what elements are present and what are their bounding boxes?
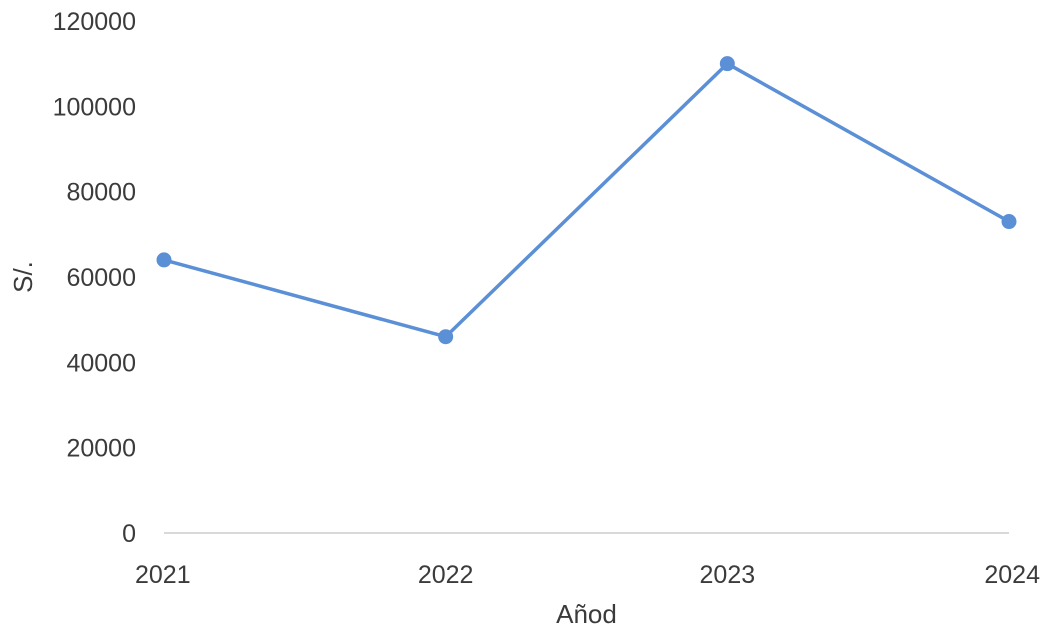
series-layer bbox=[156, 56, 1017, 345]
x-tick-label: 2024 bbox=[984, 561, 1040, 589]
y-tick-label: 20000 bbox=[66, 435, 136, 463]
data-point bbox=[1001, 214, 1017, 230]
y-tick-label: 0 bbox=[122, 520, 136, 548]
y-tick-label: 100000 bbox=[53, 93, 136, 121]
x-axis-ticks: 2021 2022 2023 2024 bbox=[135, 561, 1040, 589]
y-tick-label: 80000 bbox=[66, 179, 136, 207]
x-axis-title: Añod bbox=[556, 599, 617, 629]
x-tick-label: 2022 bbox=[418, 561, 474, 589]
y-axis-ticks: 0 20000 40000 60000 80000 100000 120000 bbox=[53, 8, 136, 548]
x-tick-label: 2023 bbox=[700, 561, 756, 589]
x-tick-label: 2021 bbox=[135, 561, 191, 589]
series-line bbox=[163, 61, 1010, 339]
y-tick-label: 40000 bbox=[66, 349, 136, 377]
y-axis-title: S/. bbox=[8, 261, 38, 293]
data-point bbox=[156, 252, 172, 268]
y-tick-label: 60000 bbox=[66, 264, 136, 292]
data-point bbox=[438, 329, 454, 345]
data-point bbox=[719, 56, 735, 72]
y-tick-label: 120000 bbox=[53, 8, 136, 36]
